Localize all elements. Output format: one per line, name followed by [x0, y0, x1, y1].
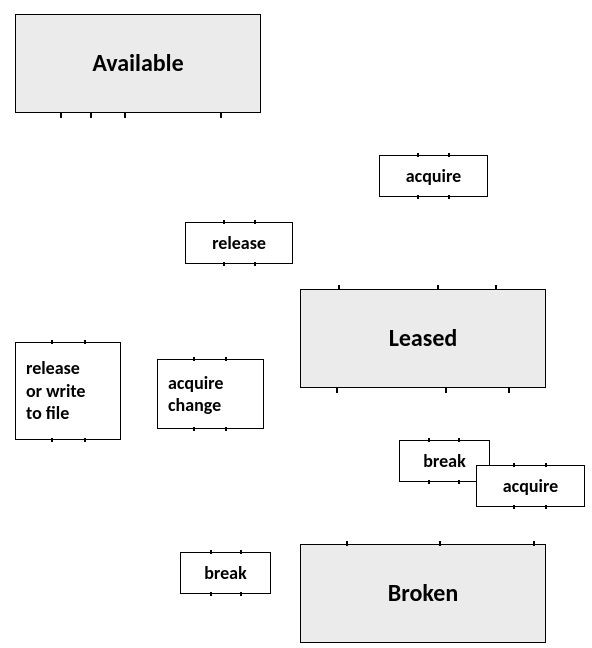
connector-tick	[210, 550, 212, 554]
connector-tick	[428, 480, 430, 484]
connector-tick	[254, 262, 256, 266]
connector-tick	[417, 195, 419, 199]
label-acquire-top: acquire	[379, 155, 488, 197]
connector-tick	[60, 113, 62, 118]
connector-tick	[533, 541, 535, 546]
connector-tick	[84, 340, 86, 344]
connector-tick	[439, 541, 441, 546]
connector-tick	[336, 388, 338, 393]
connector-tick	[458, 438, 460, 442]
connector-tick	[225, 427, 227, 431]
connector-tick	[508, 388, 510, 393]
connector-tick	[240, 550, 242, 554]
label-acquire-change: acquire change	[157, 359, 264, 429]
connector-tick	[240, 592, 242, 596]
label-break-bottom: break	[180, 552, 271, 594]
state-available: Available	[15, 14, 261, 113]
connector-tick	[513, 505, 515, 509]
connector-tick	[437, 285, 439, 290]
connector-tick	[210, 592, 212, 596]
connector-tick	[254, 220, 256, 224]
connector-tick	[124, 113, 126, 118]
connector-tick	[545, 463, 547, 467]
state-leased: Leased	[300, 289, 546, 388]
connector-tick	[417, 153, 419, 157]
connector-tick	[51, 340, 53, 344]
connector-tick	[458, 480, 460, 484]
lease-state-diagram: Available Leased Broken acquire release acqui…	[0, 0, 592, 648]
label-acquire-side: acquire	[476, 465, 585, 507]
connector-tick	[545, 505, 547, 509]
label-release: release	[185, 222, 293, 264]
connector-tick	[225, 357, 227, 361]
connector-tick	[338, 285, 340, 290]
connector-tick	[346, 541, 348, 546]
connector-tick	[193, 427, 195, 431]
connector-tick	[220, 113, 222, 118]
label-release-write-file: release or write to file	[15, 342, 121, 440]
connector-tick	[448, 195, 450, 199]
connector-tick	[223, 220, 225, 224]
connector-tick	[428, 438, 430, 442]
connector-tick	[51, 438, 53, 442]
state-broken: Broken	[300, 544, 546, 643]
connector-tick	[495, 285, 497, 290]
connector-tick	[90, 113, 92, 118]
connector-tick	[223, 262, 225, 266]
connector-tick	[193, 357, 195, 361]
connector-tick	[513, 463, 515, 467]
connector-tick	[445, 388, 447, 393]
connector-tick	[448, 153, 450, 157]
connector-tick	[84, 438, 86, 442]
